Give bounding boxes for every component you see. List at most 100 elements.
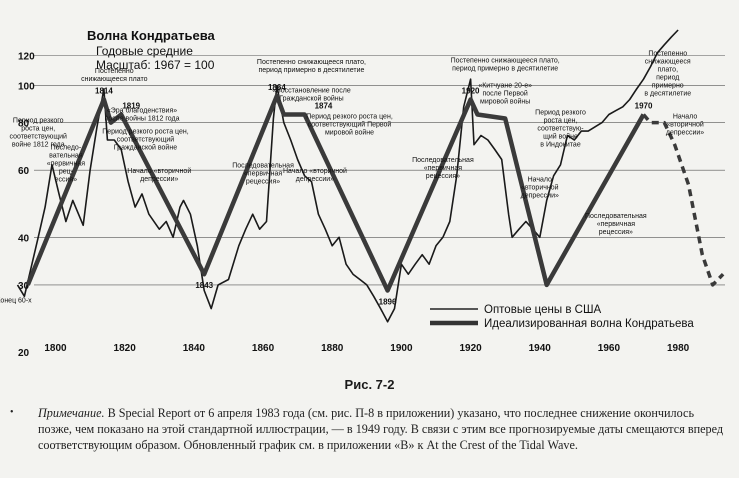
chart-legend: Оптовые цены в США Идеализированная волн… — [430, 304, 694, 330]
annotation-line: соответствующий — [9, 133, 67, 141]
annotation-line: «Эра благоденствия» — [107, 107, 177, 115]
annotation-line: соответствующий Первой — [308, 121, 392, 129]
annotation-line: роста цен, — [21, 126, 55, 133]
annotation-9: Последовательная «первичная рецессия» — [232, 162, 294, 185]
annotation-line: период — [656, 75, 679, 82]
annotation-line: «первичная — [244, 170, 283, 177]
series-lines — [16, 29, 725, 323]
annotation-line: Гражданской войне — [114, 143, 177, 151]
annotation-line: вательная — [49, 152, 83, 159]
annotation-line: соответствующий — [117, 135, 175, 143]
annotation-line: Начало «вторичной — [283, 167, 347, 175]
annotation-line: Конец 60-х — [0, 297, 32, 304]
annotation-6: Постепенно снижающееся плато, период прим… — [257, 59, 366, 74]
annotation-line: Период резкого — [535, 110, 586, 117]
annotation-14: Период резкого роста цен, соответствую-щий… — [535, 110, 586, 149]
annotation-0: Постепенно снижающееся плато — [81, 68, 148, 83]
point-label-1843: 1843 — [195, 281, 213, 290]
annotation-line: Начало — [673, 114, 697, 121]
annotation-line: Постепенно — [95, 68, 134, 75]
note-bullet: • — [10, 407, 14, 418]
point-label-1920: 1920 — [462, 86, 480, 95]
chart-svg: 20 30 40 60 80 100 120 1800 1820 1840 1860 1880 190… — [0, 28, 725, 359]
annotation-12: «Китчуане 20-е» после Первой мировой войны — [478, 82, 532, 105]
annotation-8: Период резкого роста цен, соответствующий… — [306, 114, 393, 137]
annotation-line: мировой войны — [480, 97, 530, 105]
chart-subtitle-1: Годовые средние — [96, 44, 193, 58]
y-tick-20: 20 — [18, 348, 30, 359]
annotation-line: Период резкого роста цен, — [102, 128, 189, 135]
x-tick-1860: 1860 — [252, 343, 275, 354]
annotation-line: «первичная — [597, 221, 636, 228]
x-tick-1900: 1900 — [390, 343, 413, 354]
annotation-line: «первичная — [424, 165, 463, 172]
x-tick-1840: 1840 — [183, 343, 206, 354]
annotation-line: рец- — [59, 168, 74, 175]
annotation-line: Гражданской войны — [279, 94, 343, 102]
legend-label-thick: Идеализированная волна Кондратьева — [484, 318, 694, 330]
annotation-line: плато, — [657, 67, 678, 74]
annotation-line: мировой войне — [325, 129, 374, 137]
annotation-line: в Индокитае — [540, 142, 581, 149]
annotation-line: «Китчуане 20-е» — [478, 82, 532, 89]
point-label-1864: 1864 — [268, 83, 286, 92]
annotation-18: Начало «вторичной депрессии» — [666, 114, 704, 137]
annotation-3: Последо-вательная «первичная рец-ессия» — [47, 144, 86, 183]
point-label-1814: 1814 — [95, 86, 113, 95]
chart-title-block: Волна Кондратьева Годовые средние Масшта… — [87, 28, 216, 72]
y-tick-120: 120 — [18, 52, 35, 63]
x-tick-1820: 1820 — [114, 343, 137, 354]
annotation-line: соответствую- — [537, 126, 584, 133]
annotation-line: ессия» — [55, 176, 78, 183]
annotation-2: Период резкого роста цен, соответствующий в… — [9, 118, 67, 149]
point-label-1819: 1819 — [122, 102, 140, 111]
x-tick-1920: 1920 — [459, 343, 482, 354]
annotations: Постепенно снижающееся плато«Эра благоден… — [0, 51, 704, 305]
annotation-5: Начало «вторичной депрессии» — [127, 167, 191, 183]
annotation-line: Последо- — [51, 144, 82, 151]
x-tick-1800: 1800 — [44, 343, 67, 354]
annotation-line: Начало — [528, 177, 552, 184]
point-labels: 1814 1819 1843 1864 1874 1896 1920 1970 — [95, 83, 653, 307]
x-tick-1880: 1880 — [321, 343, 344, 354]
annotation-line: рецессия» — [599, 229, 633, 236]
annotation-line: Последовательная — [412, 157, 474, 164]
annotation-line: Постепенно — [648, 51, 687, 58]
annotation-1: «Эра благоденствия» после войны 1812 года — [104, 107, 179, 123]
annotation-line: депрессии» — [296, 176, 334, 183]
annotation-line: в десятилетие — [644, 91, 691, 98]
annotation-line: депрессии» — [140, 176, 178, 183]
annotation-15: Начало «вторичной депрессии» — [521, 177, 559, 200]
y-tick-100: 100 — [18, 82, 35, 93]
annotation-line: снижающееся плато — [81, 76, 148, 83]
annotation-line: после войны 1812 года — [104, 115, 179, 123]
figure-caption: Рис. 7-2 — [344, 377, 395, 392]
annotation-line: войне 1812 года — [12, 141, 65, 149]
annotation-16: Последовательная «первичная рецессия» — [585, 213, 647, 236]
annotation-line: примерно — [652, 83, 684, 90]
point-label-1874: 1874 — [315, 102, 333, 111]
annotation-11: Постепенно снижающееся плато, период прим… — [451, 58, 560, 73]
series-line-thin — [16, 29, 679, 323]
annotation-4: Период резкого роста цен, соответствующий… — [102, 128, 189, 151]
annotation-line: щий войне — [543, 133, 578, 141]
y-tick-40: 40 — [18, 233, 30, 244]
annotation-line: Период резкого — [13, 118, 64, 125]
legend-label-thin: Оптовые цены в США — [484, 304, 601, 316]
annotation-line: Период резкого роста цен, — [306, 114, 393, 121]
y-tick-30: 30 — [18, 281, 30, 292]
annotation-17: Постепенно снижающееся плато, период примерн… — [644, 51, 691, 98]
annotation-line: Постепенно снижающееся плато, — [257, 59, 366, 66]
note-label: Примечание. — [38, 406, 105, 420]
y-tick-80: 80 — [18, 119, 30, 130]
x-tick-1980: 1980 — [667, 343, 690, 354]
annotation-line: Начало «вторичной — [127, 167, 191, 175]
annotation-line: роста цен, — [544, 118, 578, 125]
annotation-line: Постепенно снижающееся плато, — [451, 58, 560, 65]
x-tick-1960: 1960 — [598, 343, 621, 354]
kondratieff-chart: 20 30 40 60 80 100 120 1800 1820 1840 1860 1880 190… — [0, 28, 725, 359]
annotation-line: после Первой — [482, 89, 527, 97]
note-paragraph: Примечание. В Special Report от 6 апреля… — [12, 405, 730, 453]
annotation-line: период примерно в десятилетие — [258, 67, 364, 74]
point-label-1896: 1896 — [379, 298, 397, 307]
